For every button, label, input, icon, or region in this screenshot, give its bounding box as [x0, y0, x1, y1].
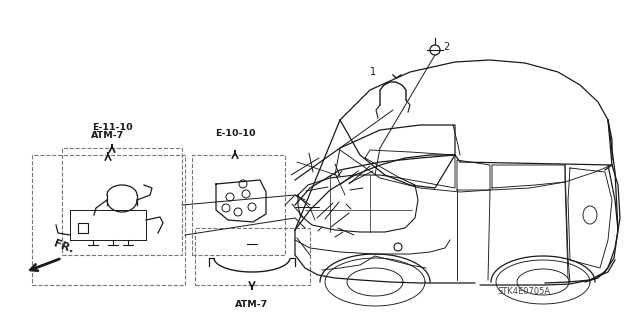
Bar [62, 148, 182, 255]
Text: FR.: FR. [52, 239, 75, 255]
Text: 1: 1 [370, 67, 376, 77]
Text: STK4E0705A: STK4E0705A [498, 286, 551, 295]
Text: E-10-10: E-10-10 [215, 129, 255, 138]
Text: ATM-7: ATM-7 [92, 131, 125, 140]
Bar [32, 155, 185, 285]
Text: E-11-10: E-11-10 [92, 123, 132, 132]
Text: ATM-7: ATM-7 [236, 300, 269, 309]
Text: 2: 2 [443, 42, 449, 52]
Bar [192, 155, 285, 255]
Bar [195, 228, 310, 285]
